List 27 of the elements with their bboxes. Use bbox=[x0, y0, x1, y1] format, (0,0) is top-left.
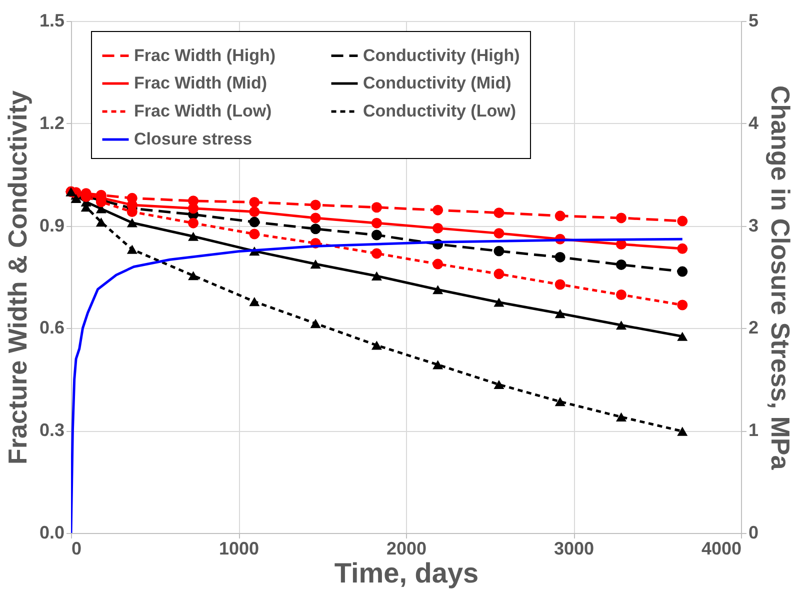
x-tick-label: 2000 bbox=[386, 538, 427, 558]
y2-tick-label: 1 bbox=[748, 420, 759, 440]
y-tick-label: 0.3 bbox=[39, 420, 64, 440]
y2-tick-label: 0 bbox=[748, 522, 759, 542]
y2-axis-title: Change in Closure Stress, MPa bbox=[766, 85, 796, 470]
y2-tick-label: 2 bbox=[748, 318, 759, 338]
legend-label: Conductivity (Low) bbox=[363, 102, 516, 120]
y-axis-title: Fracture Width & Conductivity bbox=[2, 90, 32, 464]
legend-label: Conductivity (Mid) bbox=[363, 74, 512, 92]
y-tick-label: 1.5 bbox=[39, 10, 64, 30]
y-tick-label: 0.0 bbox=[39, 522, 64, 542]
legend-label: Frac Width (High) bbox=[134, 46, 276, 65]
legend-label: Frac Width (Low) bbox=[134, 102, 272, 120]
y-tick-label: 0.9 bbox=[39, 215, 64, 236]
x-tick-label: 3000 bbox=[554, 538, 594, 558]
x-axis-title: Time, days bbox=[334, 558, 479, 588]
y-tick-label: 0.6 bbox=[39, 318, 64, 338]
y-tick-label: 1.2 bbox=[39, 112, 64, 133]
y2-tick-label: 4 bbox=[748, 112, 759, 133]
legend-label: Closure stress bbox=[134, 130, 252, 148]
y2-tick-label: 3 bbox=[748, 215, 759, 236]
legend-label: Frac Width (Mid) bbox=[134, 74, 267, 92]
x-tick-label: 1000 bbox=[218, 538, 260, 558]
y2-tick-label: 5 bbox=[748, 10, 759, 30]
x-tick-label: 0 bbox=[72, 538, 82, 558]
legend-label: Conductivity (High) bbox=[363, 46, 520, 65]
x-tick-label: 4000 bbox=[701, 538, 742, 558]
